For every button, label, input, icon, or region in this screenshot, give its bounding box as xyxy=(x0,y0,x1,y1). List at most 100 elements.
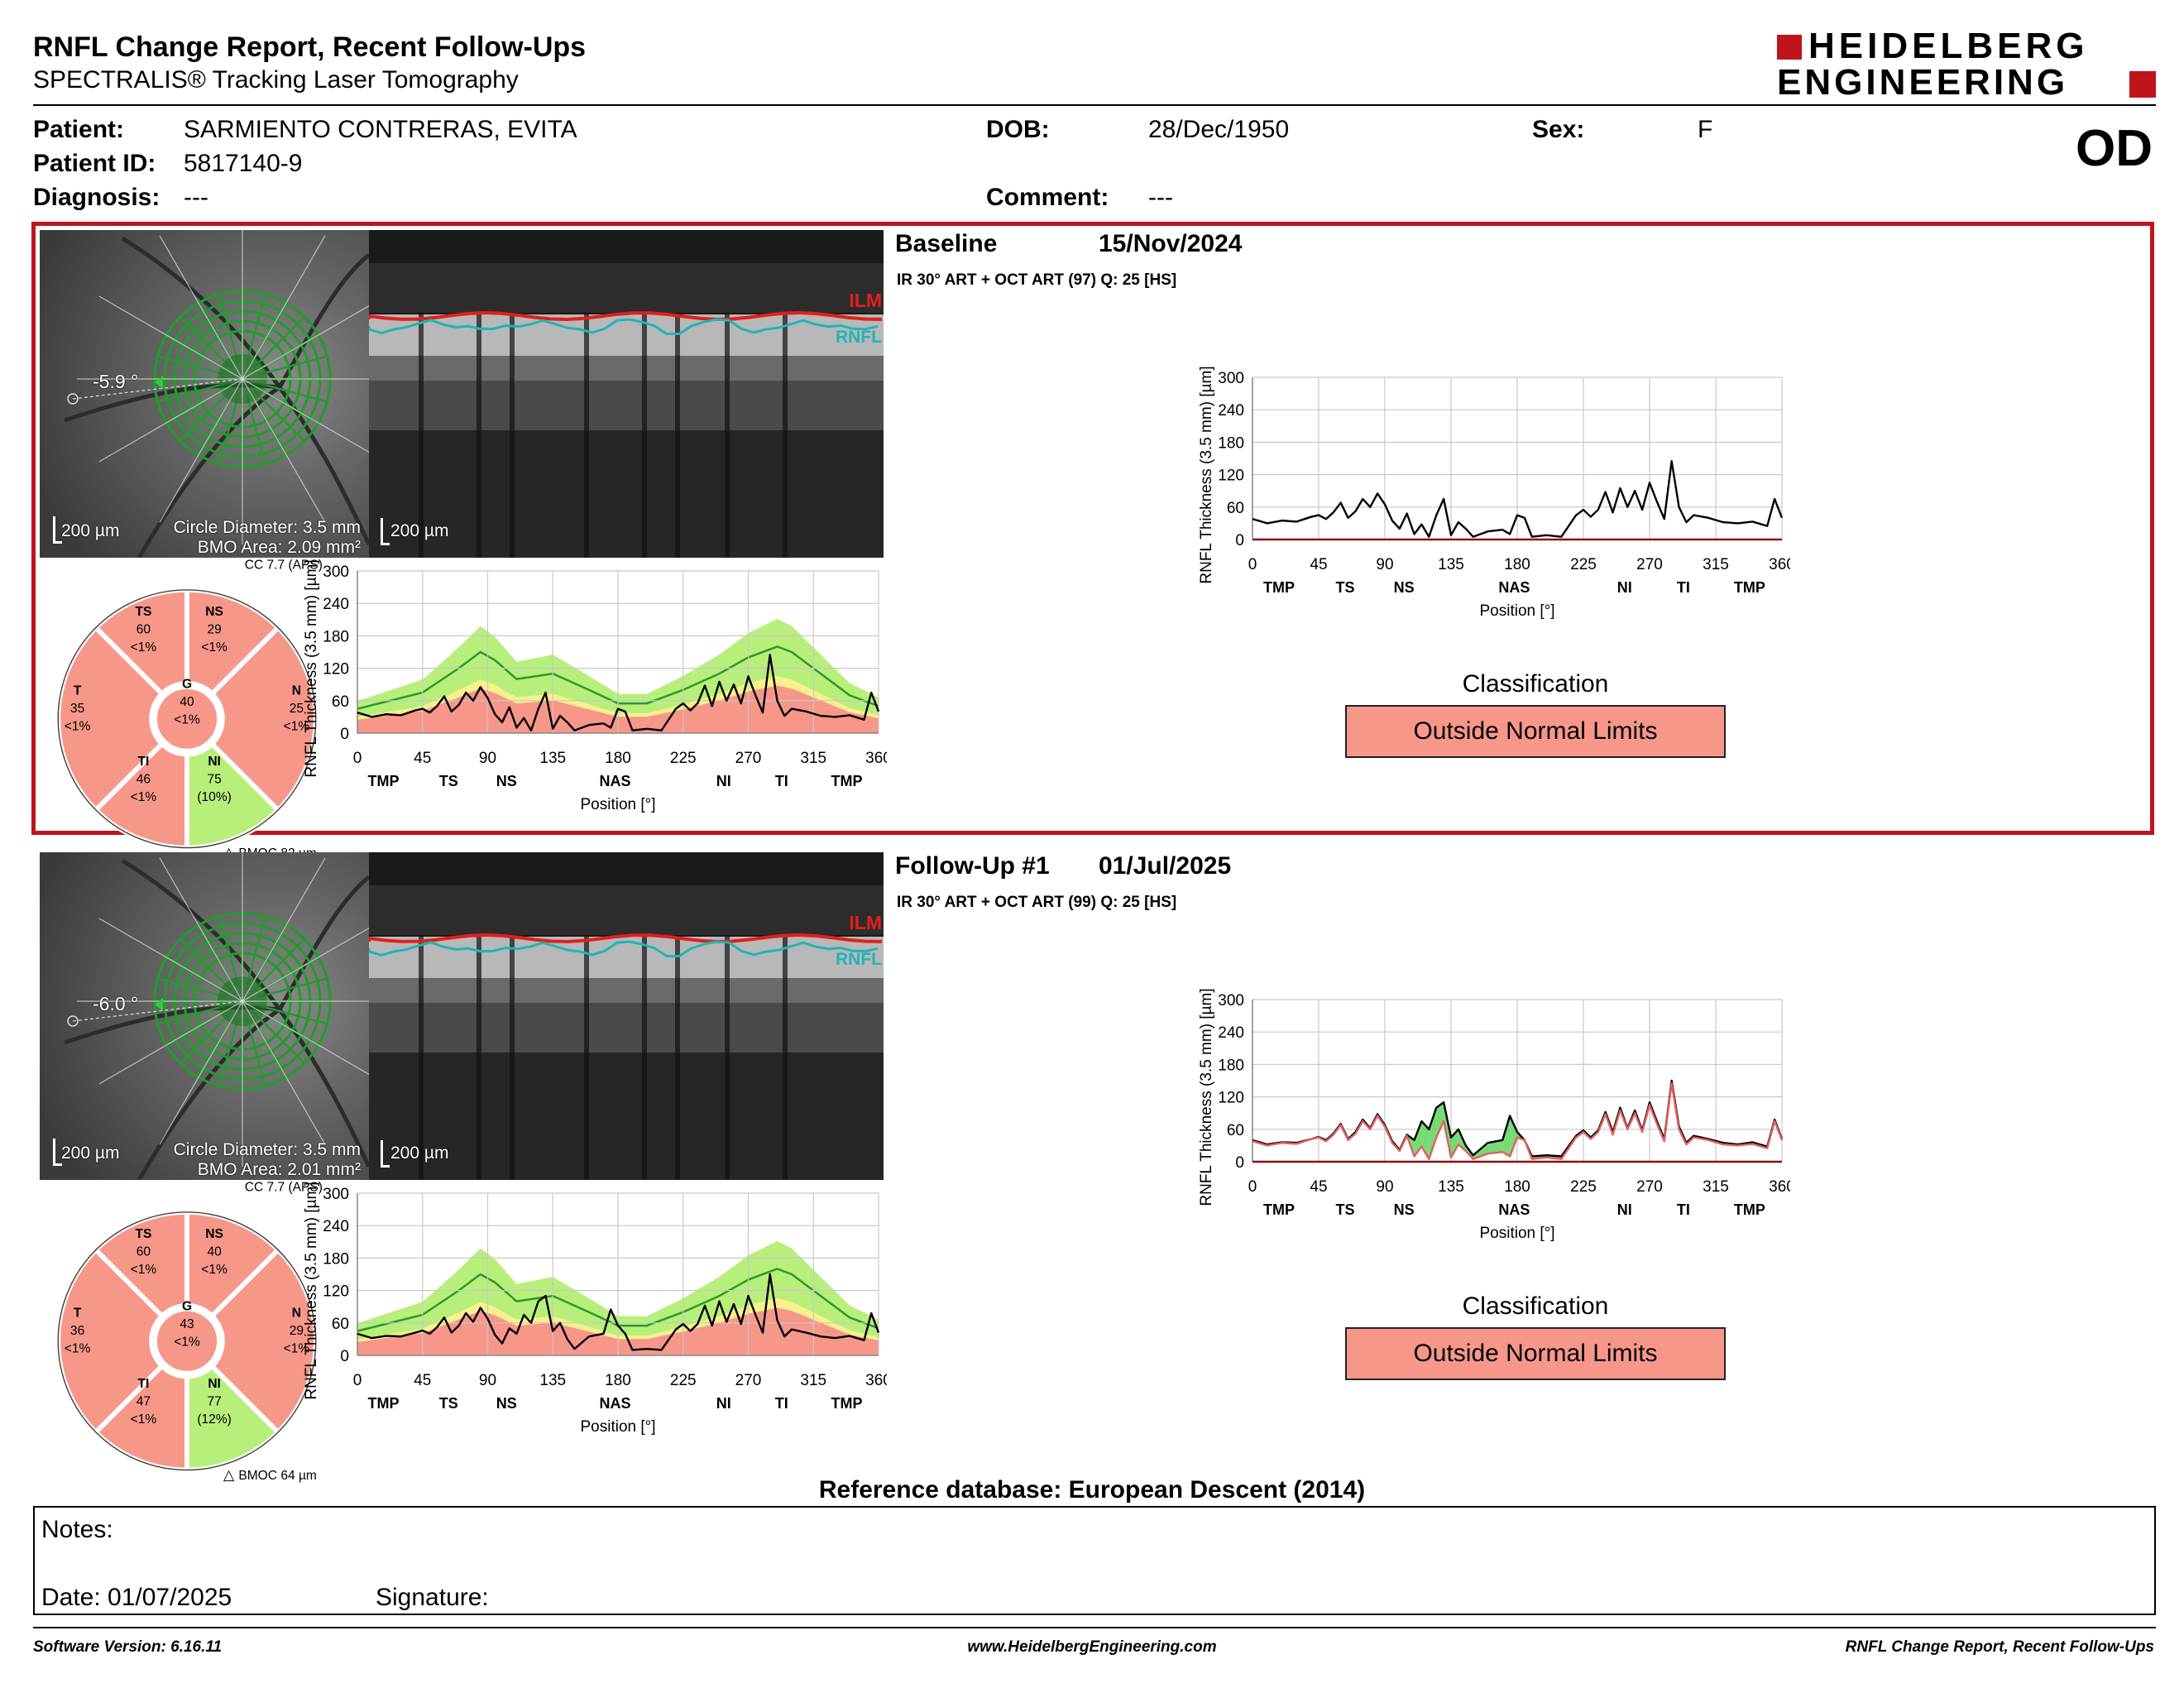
sector-label-n: N 25 <1% xyxy=(284,684,310,734)
x-tick-label: 180 xyxy=(605,1372,631,1389)
fundus-scale-bar xyxy=(53,1139,62,1166)
x-tick-label: 135 xyxy=(539,1372,566,1389)
change-chart: 06012018024030004590135180225270315360TM… xyxy=(1198,988,1790,1242)
sector-tick-label: TI xyxy=(1677,1201,1690,1218)
sector-tick-label: TS xyxy=(1335,1201,1354,1218)
normative-median-line xyxy=(357,645,879,710)
vessel-shadow xyxy=(419,935,424,1180)
ilm-label: ILM xyxy=(849,912,882,933)
y-tick-label: 180 xyxy=(1218,1057,1244,1074)
y-tick-label: 60 xyxy=(1227,1122,1244,1139)
x-tick-label: 315 xyxy=(800,1372,826,1389)
scan-spoke xyxy=(253,390,305,442)
x-tick-label: 135 xyxy=(1438,1178,1464,1196)
heidelberg-logo: HEIDELBERG ENGINEERING xyxy=(1777,28,2158,101)
y-tick-label: 0 xyxy=(340,1348,349,1365)
classification-result: Outside Normal Limits xyxy=(1345,705,1726,758)
x-axis-label: Position [°] xyxy=(580,796,655,813)
radial-line xyxy=(242,857,326,1002)
sector-name: TS xyxy=(135,605,151,619)
scan-spoke xyxy=(180,316,232,368)
x-tick-label: 270 xyxy=(735,1372,762,1389)
baseline-profile-chart: 06012018024030004590135180225270315360TM… xyxy=(1198,366,1790,620)
x-tick-label: 360 xyxy=(1769,1178,1790,1196)
fovea-marker xyxy=(67,393,79,405)
x-tick-label: 90 xyxy=(479,750,496,767)
sector-tick-label: NI xyxy=(716,1395,731,1412)
thickness-series-line xyxy=(357,1273,880,1351)
radial-line xyxy=(242,1000,369,1076)
y-tick-label: 300 xyxy=(323,1186,349,1203)
software-version: Software Version: 6.16.11 xyxy=(33,1638,223,1656)
y-tick-label: 60 xyxy=(332,693,349,711)
sector-value: 40 xyxy=(180,695,194,709)
website[interactable]: www.HeidelbergEngineering.com xyxy=(967,1638,1217,1656)
cc-label: CC 7.7 (APS) xyxy=(245,1181,323,1195)
vessel-shadow xyxy=(642,935,647,1180)
y-axis-label: RNFL Thickness (3.5 mm) [µm] xyxy=(1198,366,1215,583)
x-axis-label: Position [°] xyxy=(1479,602,1554,620)
change-fill xyxy=(1510,1115,1517,1157)
scan-spoke xyxy=(253,316,305,368)
sector-value: 29 xyxy=(290,1324,304,1338)
sector-percentile: <1% xyxy=(201,640,228,655)
sector-name: T xyxy=(74,1307,82,1321)
x-tick-label: 0 xyxy=(353,750,362,767)
bmoc-label: BMOC 64 µm xyxy=(238,1469,317,1483)
x-tick-label: 315 xyxy=(1703,1178,1729,1196)
x-tick-label: 180 xyxy=(1504,556,1530,573)
sector-label-ni: NI 77 (12%) xyxy=(197,1377,232,1427)
scan-spoke xyxy=(218,1017,239,1086)
retinal-vessel xyxy=(121,236,282,389)
sector-tick-label: NS xyxy=(496,773,517,789)
sector-tick-label: NI xyxy=(1617,579,1632,596)
y-axis-label: RNFL Thickness (3.5 mm) [µm] xyxy=(303,559,320,777)
thickness-chart: 06012018024030004590135180225270315360TM… xyxy=(303,1182,887,1436)
fundus-image[interactable]: -5.9 ° 200 µm Circle Diameter: 3.5 mm BMO A… xyxy=(40,230,369,558)
retina-mid-layer xyxy=(369,978,884,1003)
bscan-image[interactable]: ILM RNFL 200 µm xyxy=(369,230,884,558)
patient-name-label: Patient: xyxy=(33,116,125,143)
vessel-shadow xyxy=(642,313,647,558)
sector-name: TI xyxy=(137,755,149,769)
y-tick-label: 60 xyxy=(332,1316,349,1333)
sector-value: 46 xyxy=(136,773,151,787)
scan-spoke xyxy=(253,938,305,990)
sector-percentile: <1% xyxy=(174,713,200,727)
normative-median-line xyxy=(357,1268,879,1332)
choroid-layer xyxy=(369,1053,884,1180)
x-tick-label: 90 xyxy=(479,1372,496,1389)
ilm-label: ILM xyxy=(849,290,882,311)
notes-box[interactable]: Notes: Date: 01/07/2025 Signature: xyxy=(33,1506,2156,1615)
x-tick-label: 225 xyxy=(670,750,697,767)
fundus-image[interactable]: -6.0 ° 200 µm Circle Diameter: 3.5 mm BMO A… xyxy=(40,852,369,1180)
bscan-image[interactable]: ILM RNFL 200 µm xyxy=(369,852,884,1180)
scan-spoke xyxy=(258,977,328,998)
sector-value: 77 xyxy=(207,1395,221,1409)
comment-label: Comment: xyxy=(986,184,1109,211)
x-tick-label: 360 xyxy=(865,1372,887,1389)
fundus-scale-label: 200 µm xyxy=(61,521,120,540)
x-tick-label: 0 xyxy=(353,1372,362,1389)
radial-line xyxy=(159,235,243,380)
sector-percentile: <1% xyxy=(131,790,157,804)
sector-tick-label: NS xyxy=(496,1395,517,1412)
scan-spoke xyxy=(246,916,266,985)
rnfl-line xyxy=(369,318,879,335)
vessel-shadow xyxy=(510,313,515,558)
scan-spoke xyxy=(180,390,232,442)
fundus-scale-label: 200 µm xyxy=(61,1144,120,1163)
vessel-shadow xyxy=(477,935,481,1180)
sector-percentile: <1% xyxy=(174,1336,200,1350)
fovea-angle: -6.0 ° xyxy=(93,993,139,1014)
radial-line xyxy=(98,1000,243,1085)
x-tick-label: 225 xyxy=(670,1372,697,1389)
sector-tick-label: TI xyxy=(775,1395,788,1412)
scan-spoke xyxy=(253,1012,305,1064)
vessel-shadow xyxy=(477,313,481,558)
scan-spoke xyxy=(157,382,227,403)
sector-value: 75 xyxy=(207,773,221,787)
y-tick-label: 0 xyxy=(340,726,349,743)
date-label: Date: 01/07/2025 xyxy=(41,1584,232,1611)
signature-label: Signature: xyxy=(376,1584,489,1611)
